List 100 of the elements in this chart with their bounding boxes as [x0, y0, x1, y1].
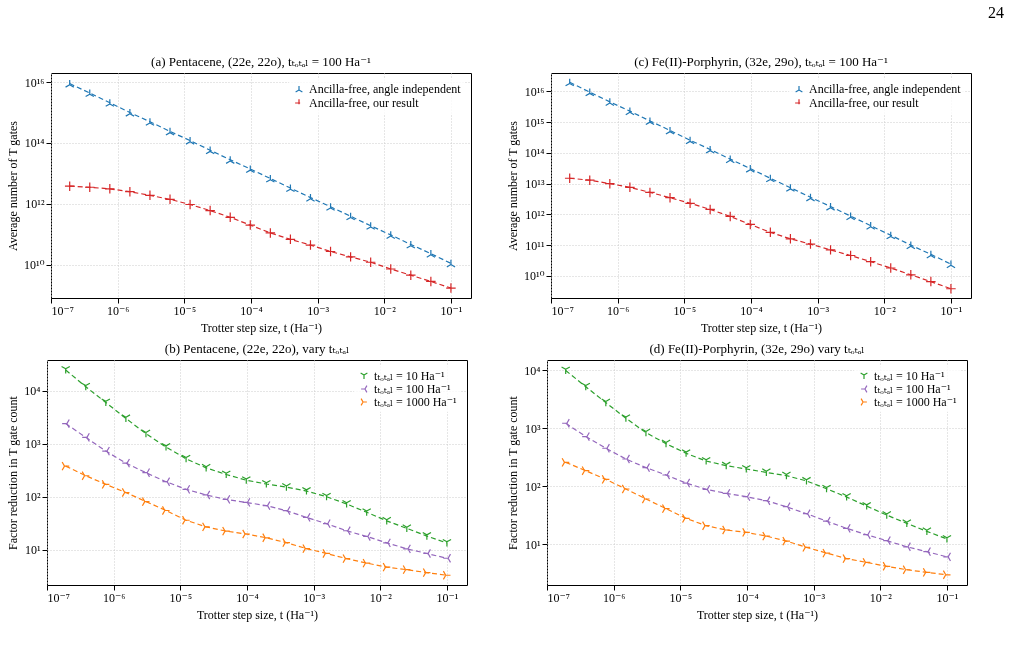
point	[822, 516, 831, 526]
point	[402, 524, 412, 533]
point	[825, 202, 836, 211]
point	[762, 531, 771, 541]
point	[281, 482, 292, 492]
x-tick-label: 10⁻²	[869, 590, 893, 605]
point	[845, 250, 856, 261]
point	[942, 552, 952, 562]
point	[402, 564, 411, 575]
legend-label: tₜₒₜₐₗ = 1000 Ha⁻¹	[374, 395, 457, 409]
y-tick-label: 10¹⁰	[524, 269, 545, 284]
point	[564, 78, 575, 87]
text: 24	[988, 4, 1004, 22]
point	[765, 227, 776, 238]
point	[785, 183, 796, 192]
point	[165, 127, 175, 136]
point	[442, 553, 452, 563]
point	[805, 193, 816, 202]
y-tick-label: 10¹⁴	[24, 136, 45, 151]
x-tick-label: 10⁻³	[307, 303, 330, 318]
point	[802, 542, 811, 553]
point	[661, 470, 671, 480]
point	[865, 221, 876, 230]
x-tick-label: 10⁻³	[807, 303, 830, 318]
point	[382, 538, 391, 548]
point	[242, 529, 251, 539]
point	[722, 488, 731, 499]
point	[885, 262, 897, 274]
point	[641, 462, 651, 473]
point	[842, 553, 851, 564]
point	[681, 478, 691, 488]
point	[365, 256, 377, 268]
x-tick-label: 10⁻³	[803, 590, 826, 605]
x-tick-label: 10⁻⁶	[106, 303, 130, 318]
point	[945, 283, 957, 295]
point	[141, 496, 151, 507]
legend-label: Ancilla-free, angle independent	[809, 82, 962, 96]
y-tick-label: 10¹⁴	[524, 146, 545, 161]
point	[886, 231, 896, 240]
point	[262, 533, 271, 543]
point	[605, 97, 615, 107]
x-tick-label: 10⁻²	[873, 303, 897, 318]
y-axis-title: Average number of T gates	[506, 120, 521, 251]
y-axis-title: Average number of T gates	[6, 120, 21, 251]
x-tick-label: 10⁻¹	[936, 590, 959, 605]
point	[604, 178, 616, 190]
x-tick-label: 10⁻⁶	[602, 590, 626, 605]
point	[386, 230, 396, 240]
point	[661, 503, 671, 514]
y-tick-label: 10²	[524, 479, 541, 494]
y-tick-label: 10⁴	[24, 384, 41, 399]
point	[584, 174, 596, 186]
point	[704, 204, 716, 215]
point	[785, 233, 796, 245]
point	[362, 531, 371, 542]
point	[104, 183, 116, 195]
y-tick-label: 10¹¹	[525, 238, 545, 253]
legend-label: Ancilla-free, angle independent	[309, 82, 462, 96]
point	[744, 219, 756, 230]
point	[701, 456, 711, 466]
point	[201, 463, 211, 473]
point	[722, 525, 731, 535]
point	[561, 418, 570, 428]
point	[446, 259, 456, 268]
legend-label: tₜₒₜₐₗ = 1000 Ha⁻¹	[874, 395, 957, 409]
x-tick-label: 10⁻⁴	[236, 590, 259, 605]
x-axis-title: Trotter step size, t (Ha⁻¹)	[696, 607, 819, 622]
x-tick-label: 10⁻⁷	[551, 303, 575, 318]
point	[560, 366, 571, 375]
x-tick-label: 10⁻⁴	[736, 590, 759, 605]
y-tick-label: 10¹⁶	[524, 85, 545, 99]
x-tick-label: 10⁻⁵	[169, 590, 193, 605]
point	[624, 181, 636, 193]
point	[681, 513, 691, 524]
point	[345, 212, 356, 221]
y-tick-label: 10²	[24, 490, 41, 505]
point	[201, 490, 211, 500]
legend-label: tₜₒₜₐₗ = 10 Ha⁻¹	[374, 369, 445, 383]
point	[644, 187, 656, 198]
point	[101, 398, 111, 407]
point	[125, 108, 135, 117]
point	[862, 557, 871, 568]
x-tick-label: 10⁻¹	[440, 303, 463, 318]
point	[265, 227, 276, 239]
point	[581, 382, 591, 391]
point	[244, 219, 256, 231]
point	[745, 164, 756, 173]
point	[661, 439, 671, 448]
y-tick-label: 10³	[24, 437, 41, 452]
point	[341, 499, 352, 509]
point	[285, 183, 296, 193]
point	[925, 276, 937, 287]
point	[721, 461, 731, 470]
point	[601, 398, 611, 407]
point	[141, 467, 151, 478]
x-tick-label: 10⁻²	[373, 303, 397, 318]
point	[625, 106, 635, 116]
x-axis-title: Trotter step size, t (Ha⁻¹)	[196, 607, 319, 622]
point	[164, 194, 176, 205]
point	[81, 382, 91, 391]
